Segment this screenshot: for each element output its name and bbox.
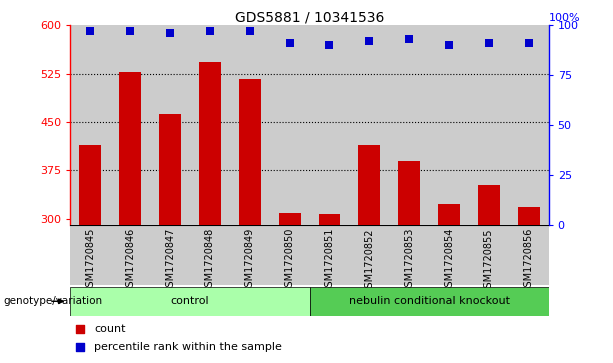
Text: GSM1720854: GSM1720854 — [444, 228, 454, 293]
Bar — [150, 225, 190, 285]
Text: GSM1720850: GSM1720850 — [284, 228, 295, 293]
Bar — [469, 25, 509, 225]
Text: GSM1720856: GSM1720856 — [524, 228, 534, 293]
Bar — [120, 72, 141, 225]
Bar — [438, 204, 460, 225]
Text: GSM1720849: GSM1720849 — [245, 228, 255, 293]
Bar — [518, 207, 539, 225]
Title: GDS5881 / 10341536: GDS5881 / 10341536 — [235, 10, 384, 24]
Bar — [70, 287, 310, 316]
Text: percentile rank within the sample: percentile rank within the sample — [94, 342, 282, 352]
Bar — [230, 25, 270, 225]
Bar — [270, 25, 310, 225]
Text: GSM1720852: GSM1720852 — [364, 228, 375, 294]
Bar — [389, 225, 429, 285]
Point — [125, 28, 135, 34]
Bar — [429, 225, 469, 285]
Point — [86, 28, 96, 34]
Point — [484, 40, 494, 46]
Text: GSM1720853: GSM1720853 — [404, 228, 414, 293]
Bar — [110, 225, 150, 285]
Text: GSM1720845: GSM1720845 — [85, 228, 96, 293]
Bar — [70, 225, 110, 285]
Text: 100%: 100% — [549, 13, 581, 23]
Text: GSM1720846: GSM1720846 — [125, 228, 135, 293]
Point — [284, 40, 294, 46]
Point — [245, 28, 255, 34]
Bar — [310, 287, 549, 316]
Point — [205, 28, 215, 34]
Point — [405, 36, 414, 42]
Bar — [349, 25, 389, 225]
Bar — [349, 225, 389, 285]
Bar — [319, 214, 340, 225]
Bar — [159, 114, 181, 225]
Point — [364, 38, 374, 44]
Bar — [199, 62, 221, 225]
Point — [524, 40, 533, 46]
Point — [325, 42, 335, 48]
Bar — [389, 25, 429, 225]
Text: genotype/variation: genotype/variation — [3, 296, 102, 306]
Bar — [398, 161, 420, 225]
Bar — [70, 25, 110, 225]
Bar — [279, 213, 300, 225]
Point — [75, 344, 85, 350]
Text: count: count — [94, 323, 126, 334]
Bar — [230, 225, 270, 285]
Text: nebulin conditional knockout: nebulin conditional knockout — [349, 296, 509, 306]
Bar — [478, 185, 500, 225]
Bar — [509, 25, 549, 225]
Text: GSM1720855: GSM1720855 — [484, 228, 494, 294]
Text: GSM1720848: GSM1720848 — [205, 228, 215, 293]
Bar — [270, 225, 310, 285]
Bar — [110, 25, 150, 225]
Bar — [469, 225, 509, 285]
Bar — [310, 225, 349, 285]
Bar — [429, 25, 469, 225]
Point — [75, 326, 85, 331]
Bar — [509, 225, 549, 285]
Bar — [239, 79, 261, 225]
Bar — [190, 225, 230, 285]
Text: GSM1720851: GSM1720851 — [324, 228, 335, 293]
Bar — [310, 25, 349, 225]
Text: GSM1720847: GSM1720847 — [165, 228, 175, 293]
Bar — [359, 144, 380, 225]
Bar — [150, 25, 190, 225]
Point — [166, 30, 175, 36]
Bar — [80, 144, 101, 225]
Point — [444, 42, 454, 48]
Bar — [190, 25, 230, 225]
Text: control: control — [170, 296, 210, 306]
